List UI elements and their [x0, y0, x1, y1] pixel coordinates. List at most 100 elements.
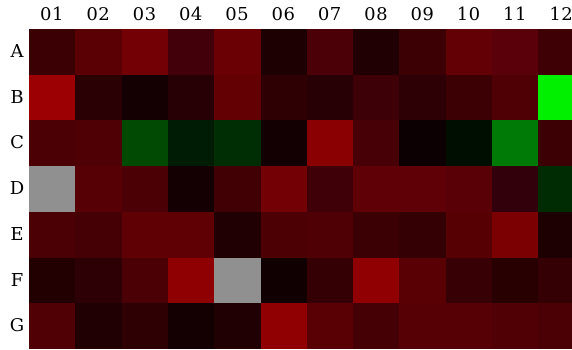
column-label: 10 — [456, 4, 481, 25]
well-A05 — [214, 29, 262, 75]
well-G05 — [214, 303, 262, 350]
well-D04 — [167, 166, 215, 213]
column-label: 04 — [178, 4, 203, 25]
well-E01 — [29, 211, 76, 258]
row-label: D — [9, 178, 25, 200]
well-D06 — [260, 166, 308, 213]
well-D08 — [353, 166, 401, 213]
well-D05 — [214, 166, 262, 213]
well-D11 — [492, 166, 539, 213]
column-label: 12 — [549, 4, 572, 25]
well-B08 — [353, 74, 401, 121]
well-F09 — [399, 257, 447, 304]
column-label: 07 — [317, 4, 342, 25]
well-F05 — [214, 257, 262, 304]
well-C04 — [167, 120, 215, 167]
column-label: 05 — [225, 4, 250, 25]
well-A08 — [353, 29, 401, 75]
well-C05 — [214, 120, 262, 167]
well-D03 — [121, 166, 169, 213]
well-G01 — [29, 303, 76, 350]
well-B10 — [445, 74, 493, 121]
well-B05 — [214, 74, 262, 121]
row-label: A — [10, 41, 24, 62]
well-F04 — [167, 257, 215, 304]
well-E06 — [260, 211, 308, 258]
well-C06 — [260, 120, 308, 167]
well-E03 — [121, 211, 169, 258]
well-F02 — [75, 257, 123, 304]
well-F01 — [29, 257, 76, 304]
well-B12 — [538, 74, 572, 121]
well-E11 — [492, 211, 539, 258]
column-label: 02 — [86, 4, 111, 25]
well-A07 — [306, 29, 354, 75]
well-B02 — [75, 74, 123, 121]
well-C07 — [306, 120, 354, 167]
row-label: C — [10, 132, 24, 154]
well-F03 — [121, 257, 169, 304]
well-C03 — [121, 120, 169, 167]
well-B06 — [260, 74, 308, 121]
well-E05 — [214, 211, 262, 258]
well-B07 — [306, 74, 354, 121]
well-D01 — [29, 166, 76, 213]
well-F12 — [538, 257, 572, 304]
well-F07 — [306, 257, 354, 304]
well-D12 — [538, 166, 572, 213]
column-label: 06 — [271, 4, 296, 25]
row-label: B — [10, 86, 24, 108]
well-G04 — [167, 303, 215, 350]
well-F10 — [445, 257, 493, 304]
well-G11 — [492, 303, 539, 350]
well-A06 — [260, 29, 308, 75]
column-label: 11 — [503, 4, 527, 25]
well-E10 — [445, 211, 493, 258]
well-F06 — [260, 257, 308, 304]
well-E04 — [167, 211, 215, 258]
well-B11 — [492, 74, 539, 121]
well-E08 — [353, 211, 401, 258]
row-label: E — [10, 223, 24, 245]
well-A11 — [492, 29, 539, 75]
well-G12 — [538, 303, 572, 350]
well-A02 — [75, 29, 123, 75]
well-B01 — [29, 74, 76, 121]
well-E09 — [399, 211, 447, 258]
well-C11 — [492, 120, 539, 167]
well-B03 — [121, 74, 169, 121]
column-label: 08 — [364, 4, 389, 25]
well-C02 — [75, 120, 123, 167]
well-E07 — [306, 211, 354, 258]
well-D07 — [306, 166, 354, 213]
well-A10 — [445, 29, 493, 75]
well-D09 — [399, 166, 447, 213]
well-B09 — [399, 74, 447, 121]
column-label: 03 — [132, 4, 157, 25]
row-label: G — [9, 315, 25, 337]
well-A01 — [29, 29, 76, 75]
well-C08 — [353, 120, 401, 167]
column-label: 01 — [40, 4, 64, 25]
well-D10 — [445, 166, 493, 213]
well-G08 — [353, 303, 401, 350]
well-G03 — [121, 303, 169, 350]
well-D02 — [75, 166, 123, 213]
well-C01 — [29, 120, 76, 167]
well-E02 — [75, 211, 123, 258]
well-G10 — [445, 303, 493, 350]
well-A03 — [121, 29, 169, 75]
well-A04 — [167, 29, 215, 75]
well-C09 — [399, 120, 447, 167]
well-F11 — [492, 257, 539, 304]
well-E12 — [538, 211, 572, 258]
well-F08 — [353, 257, 401, 304]
well-C10 — [445, 120, 493, 167]
well-C12 — [538, 120, 572, 167]
well-G06 — [260, 303, 308, 350]
well-G07 — [306, 303, 354, 350]
column-label: 09 — [410, 4, 435, 25]
well-A12 — [538, 29, 572, 75]
well-G02 — [75, 303, 123, 350]
